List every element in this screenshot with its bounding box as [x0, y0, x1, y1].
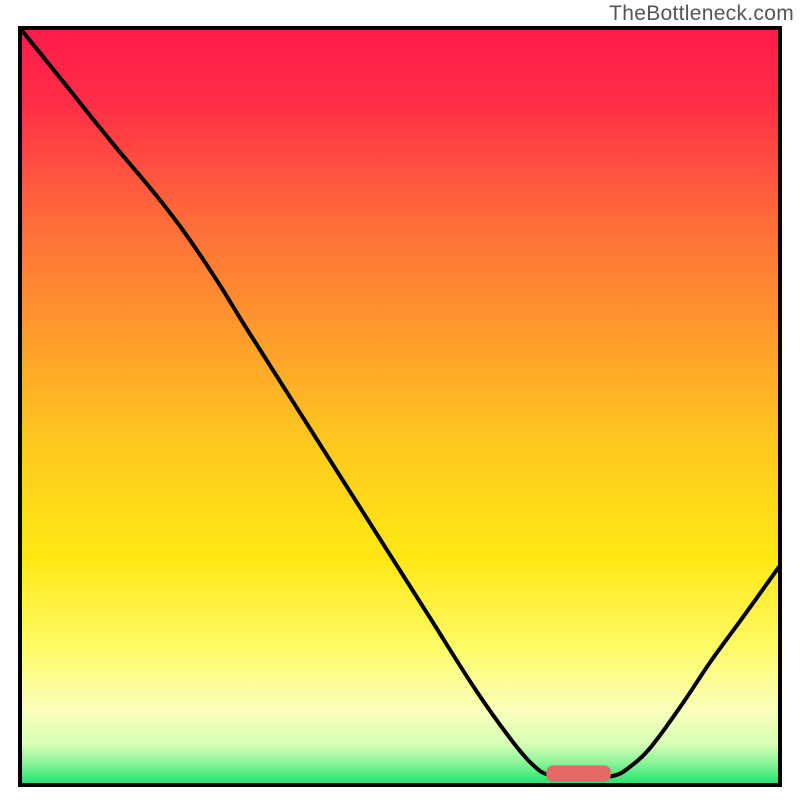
plot-area: [20, 28, 780, 785]
optimal-marker: [546, 765, 611, 782]
bottleneck-chart: [0, 0, 800, 800]
chart-container: TheBottleneck.com: [0, 0, 800, 800]
watermark-text: TheBottleneck.com: [609, 2, 794, 26]
gradient-background: [20, 28, 780, 785]
